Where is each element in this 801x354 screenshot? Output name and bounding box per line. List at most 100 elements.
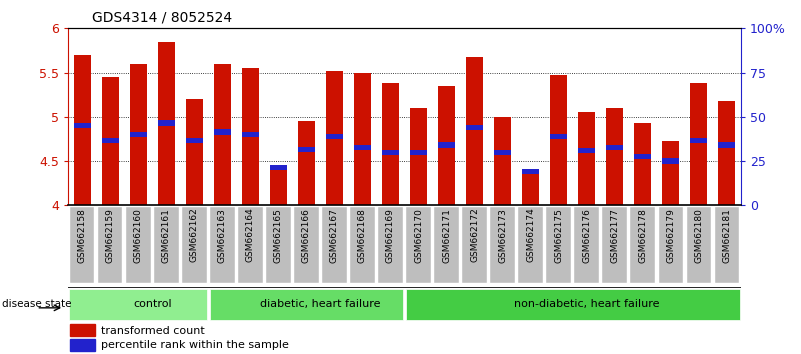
Text: GDS4314 / 8052524: GDS4314 / 8052524 [92,11,232,25]
Bar [634,123,651,205]
Bar [326,134,343,139]
Bar [326,71,343,205]
Text: percentile rank within the sample: percentile rank within the sample [101,341,289,350]
Bar [522,169,539,175]
Text: GSM662180: GSM662180 [694,208,703,263]
FancyBboxPatch shape [574,207,599,283]
Bar [578,113,595,205]
Bar [242,132,259,137]
Bar [662,141,679,205]
Bar [382,150,399,155]
Text: GSM662167: GSM662167 [330,208,339,263]
Text: GSM662164: GSM662164 [246,208,255,262]
FancyBboxPatch shape [322,207,347,283]
FancyBboxPatch shape [294,207,319,283]
Bar [70,339,95,352]
FancyBboxPatch shape [154,207,179,283]
Bar [578,148,595,153]
Text: GSM662168: GSM662168 [358,208,367,263]
FancyBboxPatch shape [518,207,543,283]
Text: GSM662181: GSM662181 [723,208,731,263]
FancyBboxPatch shape [210,207,235,283]
Bar [298,147,315,152]
FancyBboxPatch shape [602,207,627,283]
Text: GSM662161: GSM662161 [162,208,171,263]
Bar [70,324,95,336]
Bar [102,138,119,143]
Bar [550,134,567,139]
FancyBboxPatch shape [182,207,207,283]
Text: GSM662177: GSM662177 [610,208,619,263]
FancyBboxPatch shape [630,207,655,283]
Bar [102,77,119,205]
Text: GSM662171: GSM662171 [442,208,451,263]
Text: control: control [133,299,171,309]
Text: transformed count: transformed count [101,326,205,336]
FancyBboxPatch shape [462,207,487,283]
Bar [606,145,623,150]
Text: GSM662169: GSM662169 [386,208,395,263]
Bar [298,121,315,205]
Bar [466,125,483,130]
Bar [74,55,91,205]
Text: GSM662166: GSM662166 [302,208,311,263]
Bar [410,108,427,205]
FancyBboxPatch shape [126,207,151,283]
Bar [662,159,679,164]
Text: GSM662163: GSM662163 [218,208,227,263]
Bar [214,64,231,205]
Text: non-diabetic, heart failure: non-diabetic, heart failure [514,299,659,309]
Bar [270,165,287,170]
Bar [410,150,427,155]
Bar [466,57,483,205]
Bar [242,68,259,205]
FancyBboxPatch shape [686,207,711,283]
FancyBboxPatch shape [434,207,459,283]
FancyBboxPatch shape [210,289,403,320]
Bar [550,75,567,205]
Bar [634,154,651,159]
Bar [438,143,455,148]
Text: GSM662160: GSM662160 [134,208,143,263]
Bar [690,138,707,143]
FancyBboxPatch shape [98,207,123,283]
Text: GSM662172: GSM662172 [470,208,479,262]
Bar [74,123,91,128]
FancyBboxPatch shape [406,207,431,283]
Bar [438,86,455,205]
Bar [718,143,735,148]
Text: GSM662158: GSM662158 [78,208,87,263]
Text: diabetic, heart failure: diabetic, heart failure [260,299,380,309]
Text: GSM662173: GSM662173 [498,208,507,263]
Text: GSM662165: GSM662165 [274,208,283,263]
Bar [186,138,203,143]
Bar [494,117,511,205]
Text: disease state: disease state [2,299,72,309]
Bar [690,83,707,205]
Text: GSM662159: GSM662159 [106,208,115,263]
FancyBboxPatch shape [490,207,515,283]
Text: GSM662176: GSM662176 [582,208,591,263]
FancyBboxPatch shape [378,207,403,283]
Bar [354,73,371,205]
Bar [494,150,511,155]
Bar [270,167,287,205]
Bar [158,120,175,126]
Bar [718,101,735,205]
Bar [522,172,539,205]
Text: GSM662170: GSM662170 [414,208,423,263]
Bar [158,42,175,205]
FancyBboxPatch shape [70,289,207,320]
Bar [130,132,147,137]
Bar [186,99,203,205]
Bar [354,145,371,150]
FancyBboxPatch shape [714,207,739,283]
FancyBboxPatch shape [658,207,683,283]
FancyBboxPatch shape [406,289,739,320]
FancyBboxPatch shape [70,207,95,283]
Text: GSM662178: GSM662178 [638,208,647,263]
Text: GSM662174: GSM662174 [526,208,535,262]
Text: GSM662175: GSM662175 [554,208,563,263]
Bar [382,83,399,205]
Text: GSM662179: GSM662179 [666,208,675,263]
